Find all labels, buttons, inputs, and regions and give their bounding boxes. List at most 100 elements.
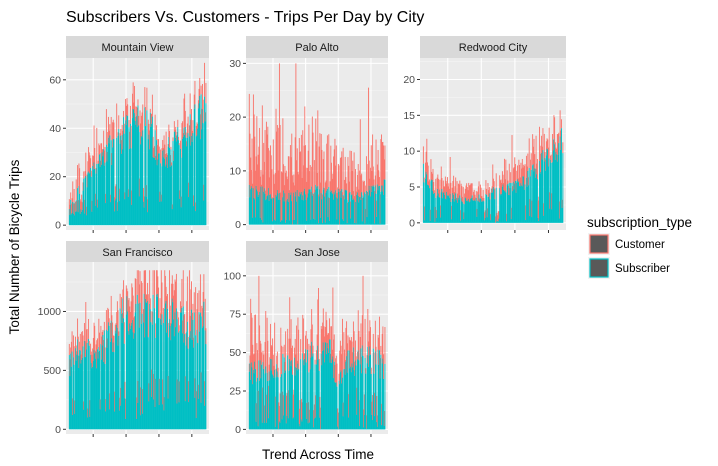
bar-subscriber [363, 192, 365, 225]
bar-customer [158, 287, 160, 319]
bar-customer [486, 208, 488, 218]
bar-customer [302, 130, 304, 196]
bar-customer [101, 143, 103, 165]
bar-customer [354, 196, 356, 224]
bar-customer [109, 393, 111, 410]
bar-subscriber [155, 337, 157, 430]
bar-customer [205, 82, 207, 104]
facet-strip [66, 36, 209, 58]
bar-customer [558, 132, 560, 144]
bar-subscriber [163, 410, 165, 430]
bar-customer [485, 180, 487, 195]
bar-subscriber [279, 422, 281, 430]
bar-customer [473, 189, 475, 201]
bar-subscriber [149, 303, 151, 430]
bar-subscriber [69, 376, 71, 430]
bar-customer [198, 290, 200, 313]
bar-customer [348, 337, 350, 351]
bar-customer [335, 355, 337, 383]
bar-subscriber [111, 338, 113, 430]
bar-subscriber [271, 359, 273, 430]
bar-subscriber [311, 186, 313, 225]
bar-subscriber [373, 186, 375, 225]
bar-subscriber [429, 188, 431, 223]
bar-subscriber [335, 382, 337, 430]
bar-customer [337, 408, 339, 427]
bar-subscriber [103, 361, 105, 430]
bar-customer [138, 115, 140, 126]
bar-customer [98, 143, 100, 164]
bar-subscriber [376, 422, 378, 430]
bar-subscriber [139, 302, 141, 430]
bar-customer [478, 181, 480, 195]
bar-subscriber [444, 198, 446, 223]
bar-customer [450, 182, 452, 202]
bar-subscriber [512, 191, 514, 223]
bar-subscriber [134, 312, 136, 430]
bar-customer [103, 150, 105, 166]
bar-customer [186, 276, 188, 322]
bar-subscriber [265, 200, 267, 225]
bar-subscriber [365, 373, 367, 430]
bar-customer [305, 145, 306, 195]
bar-subscriber [98, 346, 100, 430]
bar-subscriber [86, 215, 87, 226]
bar-subscriber [348, 201, 350, 225]
bar-subscriber [480, 198, 482, 223]
bar-customer [92, 348, 94, 367]
bar-customer [330, 326, 332, 340]
bar-customer [496, 212, 498, 222]
bar-subscriber [349, 191, 351, 225]
bar-subscriber [129, 123, 131, 226]
bar-subscriber [76, 354, 78, 430]
bar-subscriber [281, 220, 282, 225]
bar-customer [477, 191, 479, 201]
bar-customer [541, 146, 543, 160]
bar-customer [319, 133, 321, 190]
bar-customer [287, 390, 289, 419]
bar-customer [366, 355, 368, 364]
bar-subscriber [353, 370, 355, 430]
bar-subscriber [257, 426, 259, 430]
bar-customer [256, 343, 258, 382]
bar-subscriber [528, 185, 529, 223]
bar-customer [444, 176, 446, 199]
bar-subscriber [474, 199, 476, 223]
bar-subscriber [103, 149, 105, 226]
bar-customer [552, 139, 554, 151]
bar-subscriber [298, 423, 300, 430]
bar-subscriber [328, 220, 330, 225]
bar-customer [165, 286, 167, 302]
bar-customer [460, 210, 461, 221]
bar-customer [368, 331, 370, 356]
bar-subscriber [324, 196, 326, 225]
bar-customer [510, 172, 512, 183]
bar-subscriber [484, 220, 486, 223]
bar-customer [503, 183, 505, 191]
bar-customer [120, 128, 122, 136]
bar-subscriber [182, 136, 184, 226]
bar-subscriber [283, 357, 285, 430]
bar-customer [313, 160, 315, 193]
bar-customer [383, 411, 385, 426]
bar-customer [248, 363, 250, 372]
bar-customer [294, 137, 296, 197]
bar-customer [345, 177, 347, 191]
bar-subscriber [287, 355, 289, 430]
bar-customer [189, 315, 191, 339]
bar-subscriber [438, 196, 440, 223]
bar-subscriber [88, 345, 90, 430]
bar-customer [479, 184, 481, 199]
bar-customer [547, 139, 549, 150]
bar-subscriber [549, 208, 551, 223]
bar-customer [190, 119, 192, 146]
bar-customer [263, 405, 265, 423]
bar-customer [311, 309, 313, 342]
bar-subscriber [456, 197, 458, 223]
bar-customer [71, 331, 73, 352]
bar-subscriber [166, 157, 168, 226]
bar-customer [113, 122, 115, 140]
bar-customer [346, 321, 348, 357]
bar-subscriber [271, 198, 273, 225]
bar-customer [269, 150, 271, 195]
